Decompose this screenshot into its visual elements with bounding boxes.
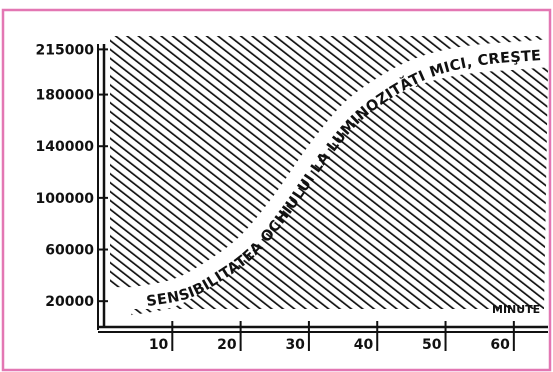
upper-hatched-region (110, 36, 548, 288)
x-tick-label: 30 (285, 337, 305, 353)
y-tick-label: 215000 (36, 42, 95, 58)
x-tick-label: 40 (354, 337, 374, 353)
lower-hatched-region (131, 67, 549, 316)
y-tick-label: 20000 (45, 294, 94, 310)
x-axis-label: MINUTE (492, 303, 540, 316)
x-tick-label: 10 (149, 337, 169, 353)
y-tick-group: 215000 180000 140000 100000 60000 20000 (36, 42, 108, 310)
y-tick-label: 100000 (36, 191, 95, 207)
x-tick-label: 50 (422, 337, 442, 353)
y-tick-label: 180000 (36, 88, 95, 104)
x-tick-group: 10 20 30 40 50 60 (149, 321, 515, 353)
x-tick-label: 20 (217, 337, 237, 353)
pink-frame (1, 8, 552, 372)
y-tick-label: 140000 (36, 139, 95, 155)
x-tick-label: 60 (490, 337, 510, 353)
y-tick-label: 60000 (45, 243, 94, 259)
